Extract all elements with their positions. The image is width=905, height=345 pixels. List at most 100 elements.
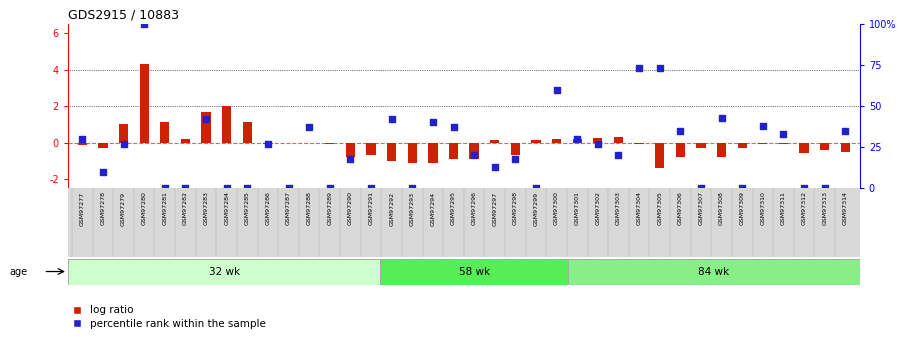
Text: GSM97291: GSM97291 (368, 191, 374, 226)
Point (632, 66, 646, 71)
Bar (367, 142, 376, 155)
Point (611, 152, 625, 158)
Text: GSM97296: GSM97296 (472, 191, 477, 226)
Point (488, 164, 502, 169)
Bar (325, 142, 335, 144)
Bar (181, 139, 190, 142)
Bar (799, 142, 809, 154)
Text: GSM97305: GSM97305 (657, 191, 662, 225)
Text: GSM97298: GSM97298 (513, 191, 518, 226)
Bar (78, 142, 87, 145)
Text: GSM97289: GSM97289 (328, 191, 332, 226)
Bar (738, 142, 747, 148)
Text: GSM97282: GSM97282 (183, 191, 188, 226)
Bar (263, 142, 272, 144)
Bar (119, 124, 129, 142)
Bar (676, 142, 685, 157)
Point (817, 185, 832, 191)
Bar (491, 140, 500, 142)
Text: GSM97299: GSM97299 (533, 191, 538, 226)
Text: GSM97279: GSM97279 (121, 191, 126, 226)
Point (591, 141, 605, 147)
Text: GSM97308: GSM97308 (719, 191, 724, 225)
Text: GSM97293: GSM97293 (410, 191, 414, 226)
Point (570, 136, 585, 142)
Text: GSM97285: GSM97285 (244, 191, 250, 225)
Bar (449, 142, 458, 159)
Text: GSM97303: GSM97303 (616, 191, 621, 226)
Text: GSM97292: GSM97292 (389, 191, 395, 226)
Bar (593, 138, 603, 142)
Point (75, 136, 90, 142)
Point (261, 141, 275, 147)
Bar (568, 259, 860, 285)
Text: 58 wk: 58 wk (459, 267, 490, 277)
Bar (202, 111, 211, 142)
Bar (614, 137, 624, 142)
Bar (380, 259, 568, 285)
Text: GSM97290: GSM97290 (348, 191, 353, 226)
Point (776, 131, 791, 137)
Bar (284, 142, 293, 144)
Text: 84 wk: 84 wk (699, 267, 729, 277)
Point (673, 128, 688, 134)
Point (219, 185, 233, 191)
Point (157, 185, 172, 191)
Text: GDS2915 / 10883: GDS2915 / 10883 (68, 9, 179, 22)
Bar (470, 142, 479, 159)
Bar (68, 259, 380, 285)
Point (178, 185, 193, 191)
Text: GSM97300: GSM97300 (554, 191, 559, 225)
Text: GSM97313: GSM97313 (823, 191, 827, 226)
Text: GSM97286: GSM97286 (265, 191, 271, 225)
Bar (222, 106, 232, 142)
Bar (243, 122, 252, 142)
Text: GSM97304: GSM97304 (636, 191, 642, 226)
Text: GSM97295: GSM97295 (451, 191, 456, 226)
Bar (531, 140, 540, 142)
Point (322, 185, 337, 191)
Bar (717, 142, 726, 157)
Text: GSM97297: GSM97297 (492, 191, 497, 226)
Text: age: age (9, 267, 27, 276)
Text: GSM97301: GSM97301 (575, 191, 580, 225)
Bar (634, 142, 643, 144)
Text: GSM97288: GSM97288 (307, 191, 311, 225)
Bar (160, 122, 169, 142)
Point (549, 87, 564, 92)
Point (467, 152, 481, 158)
Point (446, 125, 461, 130)
Text: GSM97310: GSM97310 (760, 191, 766, 225)
Bar (552, 139, 561, 142)
Point (653, 66, 667, 71)
Text: GSM97284: GSM97284 (224, 191, 229, 226)
Text: GSM97280: GSM97280 (142, 191, 147, 225)
Point (838, 128, 853, 134)
Point (529, 185, 543, 191)
Text: GSM97312: GSM97312 (802, 191, 806, 226)
Point (302, 125, 317, 130)
Text: GSM97278: GSM97278 (100, 191, 105, 226)
Point (735, 185, 749, 191)
Bar (428, 142, 437, 162)
Legend: log ratio, percentile rank within the sample: log ratio, percentile rank within the sa… (73, 305, 266, 329)
Point (240, 185, 254, 191)
Bar (779, 142, 788, 144)
Text: GSM97311: GSM97311 (781, 191, 786, 225)
Text: GSM97306: GSM97306 (678, 191, 683, 225)
Bar (407, 142, 417, 162)
Text: GSM97302: GSM97302 (595, 191, 600, 226)
Point (756, 123, 770, 128)
Point (137, 21, 151, 27)
Bar (655, 142, 664, 168)
Bar (573, 139, 582, 142)
Point (364, 185, 378, 191)
Bar (99, 142, 108, 148)
Point (199, 116, 214, 122)
Point (96, 169, 110, 174)
Bar (758, 142, 767, 144)
Text: GSM97294: GSM97294 (431, 191, 435, 226)
Point (508, 156, 522, 161)
Point (117, 141, 131, 147)
Point (796, 185, 811, 191)
